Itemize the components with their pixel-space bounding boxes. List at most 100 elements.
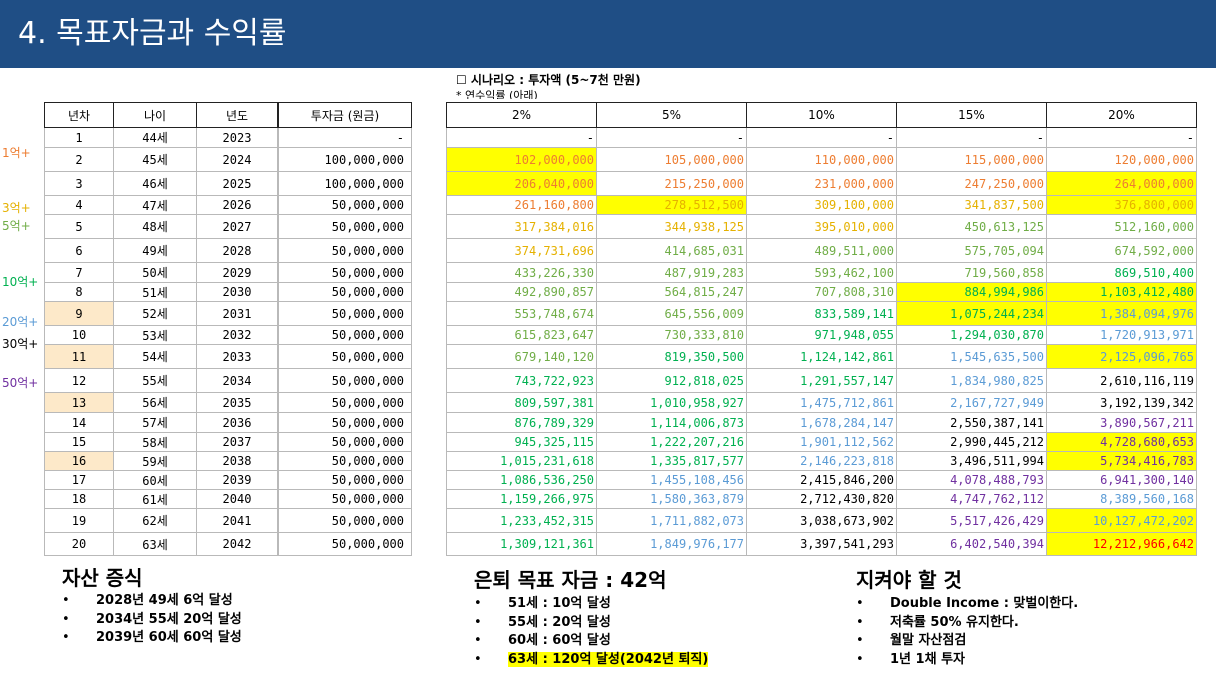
return-cell: 1,309,121,361 bbox=[446, 532, 597, 556]
return-cell: - bbox=[896, 127, 1047, 148]
list-item: 저축률 50% 유지한다. bbox=[856, 614, 1078, 633]
return-cell: 4,078,488,793 bbox=[896, 470, 1047, 490]
table-cell: 17 bbox=[44, 470, 114, 490]
table-cell: 2024 bbox=[196, 147, 278, 172]
return-cell: 3,397,541,293 bbox=[746, 532, 897, 556]
table-row: 50,000,000 bbox=[278, 195, 412, 215]
return-cell: 115,000,000 bbox=[896, 147, 1047, 172]
return-cell: 492,890,857 bbox=[446, 282, 597, 302]
investment-cell: 50,000,000 bbox=[278, 325, 412, 345]
return-cell: 264,000,000 bbox=[1046, 171, 1197, 196]
investment-cell: 50,000,000 bbox=[278, 195, 412, 215]
return-cell: 5,517,426,429 bbox=[896, 508, 1047, 533]
return-cell: 4,747,762,112 bbox=[896, 489, 1047, 509]
table-row: 50,000,000 bbox=[278, 470, 412, 490]
return-cell: 1,678,284,147 bbox=[746, 412, 897, 433]
list-item: 63세 : 120억 달성(2042년 퇴직) bbox=[474, 651, 709, 670]
investment-cell: 50,000,000 bbox=[278, 432, 412, 452]
table-cell: 49세 bbox=[113, 238, 197, 263]
table-row: 8 51세 2030 bbox=[44, 282, 278, 302]
table-cell: 63세 bbox=[113, 532, 197, 556]
return-cell: 278,512,500 bbox=[596, 195, 747, 215]
table-cell: 52세 bbox=[113, 301, 197, 326]
table-row: 553,748,674 645,556,009 833,589,141 1,075,2… bbox=[446, 301, 1197, 326]
investment-cell: 100,000,000 bbox=[278, 147, 412, 172]
table-row: 261,160,800 278,512,500 309,100,000 341,837… bbox=[446, 195, 1197, 215]
return-cell: 309,100,000 bbox=[746, 195, 897, 215]
table-row: 50,000,000 bbox=[278, 325, 412, 345]
table-cell: 60세 bbox=[113, 470, 197, 490]
table-cell: 56세 bbox=[113, 392, 197, 413]
rules-title: 지켜야 할 것 bbox=[856, 568, 962, 592]
investment-cell: 50,000,000 bbox=[278, 532, 412, 556]
return-cell: 876,789,329 bbox=[446, 412, 597, 433]
return-cell: 247,250,000 bbox=[896, 171, 1047, 196]
table-cell: 50세 bbox=[113, 262, 197, 283]
returns-table: 2% 5% 10% 15% 20% - - - - -102,000,000 105,000,00… bbox=[446, 102, 1197, 556]
return-cell: 575,705,094 bbox=[896, 238, 1047, 263]
asset-growth-title: 자산 증식 bbox=[62, 566, 143, 590]
return-cell: 120,000,000 bbox=[1046, 147, 1197, 172]
return-cell: 1,455,108,456 bbox=[596, 470, 747, 490]
return-cell: 1,294,030,870 bbox=[896, 325, 1047, 345]
return-cell: 2,990,445,212 bbox=[896, 432, 1047, 452]
return-cell: 1,159,266,975 bbox=[446, 489, 597, 509]
table-cell: 5 bbox=[44, 214, 114, 239]
column-header-rate: 20% bbox=[1046, 102, 1197, 128]
table-row: 12 55세 2034 bbox=[44, 368, 278, 393]
column-header-rate: 15% bbox=[896, 102, 1047, 128]
return-cell: 1,075,244,234 bbox=[896, 301, 1047, 326]
return-cell: 344,938,125 bbox=[596, 214, 747, 239]
return-cell: 1,849,976,177 bbox=[596, 532, 747, 556]
list-item: 55세 : 20억 달성 bbox=[474, 614, 708, 633]
return-cell: - bbox=[1046, 127, 1197, 148]
table-row: 50,000,000 bbox=[278, 392, 412, 413]
table-cell: 2041 bbox=[196, 508, 278, 533]
table-row: 206,040,000 215,250,000 231,000,000 247,250… bbox=[446, 171, 1197, 196]
return-cell: 743,722,923 bbox=[446, 368, 597, 393]
list-item: 월말 자산점검 bbox=[856, 632, 1078, 651]
table-row: 1,086,536,250 1,455,108,456 2,415,846,200 4… bbox=[446, 470, 1197, 490]
milestone-label: 30억+ bbox=[2, 337, 39, 351]
return-cell: 819,350,500 bbox=[596, 344, 747, 369]
investment-cell: 50,000,000 bbox=[278, 344, 412, 369]
table-row: 50,000,000 bbox=[278, 238, 412, 263]
return-cell: 912,818,025 bbox=[596, 368, 747, 393]
table-row: 16 59세 2038 bbox=[44, 451, 278, 471]
return-cell: 6,402,540,394 bbox=[896, 532, 1047, 556]
milestone-label: 10억+ bbox=[2, 275, 39, 289]
table-row: 20 63세 2042 bbox=[44, 532, 278, 556]
list-item: Double Income : 맞벌이한다. bbox=[856, 595, 1078, 614]
return-cell: 512,160,000 bbox=[1046, 214, 1197, 239]
return-cell: 2,712,430,820 bbox=[746, 489, 897, 509]
table-row: 6 49세 2028 bbox=[44, 238, 278, 263]
list-item: 2028년 49세 6억 달성 bbox=[62, 592, 242, 611]
table-row: 14 57세 2036 bbox=[44, 412, 278, 433]
return-cell: 206,040,000 bbox=[446, 171, 597, 196]
table-cell: 2029 bbox=[196, 262, 278, 283]
investment-cell: 50,000,000 bbox=[278, 470, 412, 490]
return-cell: - bbox=[596, 127, 747, 148]
table-row: 809,597,381 1,010,958,927 1,475,712,861 2,1… bbox=[446, 392, 1197, 413]
return-cell: 3,038,673,902 bbox=[746, 508, 897, 533]
table-cell: 2033 bbox=[196, 344, 278, 369]
scenario-title: ☐ 시나리오 : 투자액 (5~7천 만원) bbox=[456, 73, 641, 87]
table-row: 492,890,857 564,815,247 707,808,310 884,994… bbox=[446, 282, 1197, 302]
return-cell: 2,125,096,765 bbox=[1046, 344, 1197, 369]
table-cell: 20 bbox=[44, 532, 114, 556]
return-cell: 1,233,452,315 bbox=[446, 508, 597, 533]
table-row: 50,000,000 bbox=[278, 451, 412, 471]
table-cell: 2030 bbox=[196, 282, 278, 302]
return-cell: 12,212,966,642 bbox=[1046, 532, 1197, 556]
return-cell: 833,589,141 bbox=[746, 301, 897, 326]
table-row: 1,233,452,315 1,711,882,073 3,038,673,902 5… bbox=[446, 508, 1197, 533]
return-cell: 564,815,247 bbox=[596, 282, 747, 302]
table-cell: 6 bbox=[44, 238, 114, 263]
list-item: 2039년 60세 60억 달성 bbox=[62, 629, 242, 648]
table-cell: 19 bbox=[44, 508, 114, 533]
return-cell: 395,010,000 bbox=[746, 214, 897, 239]
table-cell: 16 bbox=[44, 451, 114, 471]
retirement-highlight: 63세 : 120억 달성(2042년 퇴직) bbox=[508, 651, 709, 667]
table-cell: 2036 bbox=[196, 412, 278, 433]
table-row: 4 47세 2026 bbox=[44, 195, 278, 215]
